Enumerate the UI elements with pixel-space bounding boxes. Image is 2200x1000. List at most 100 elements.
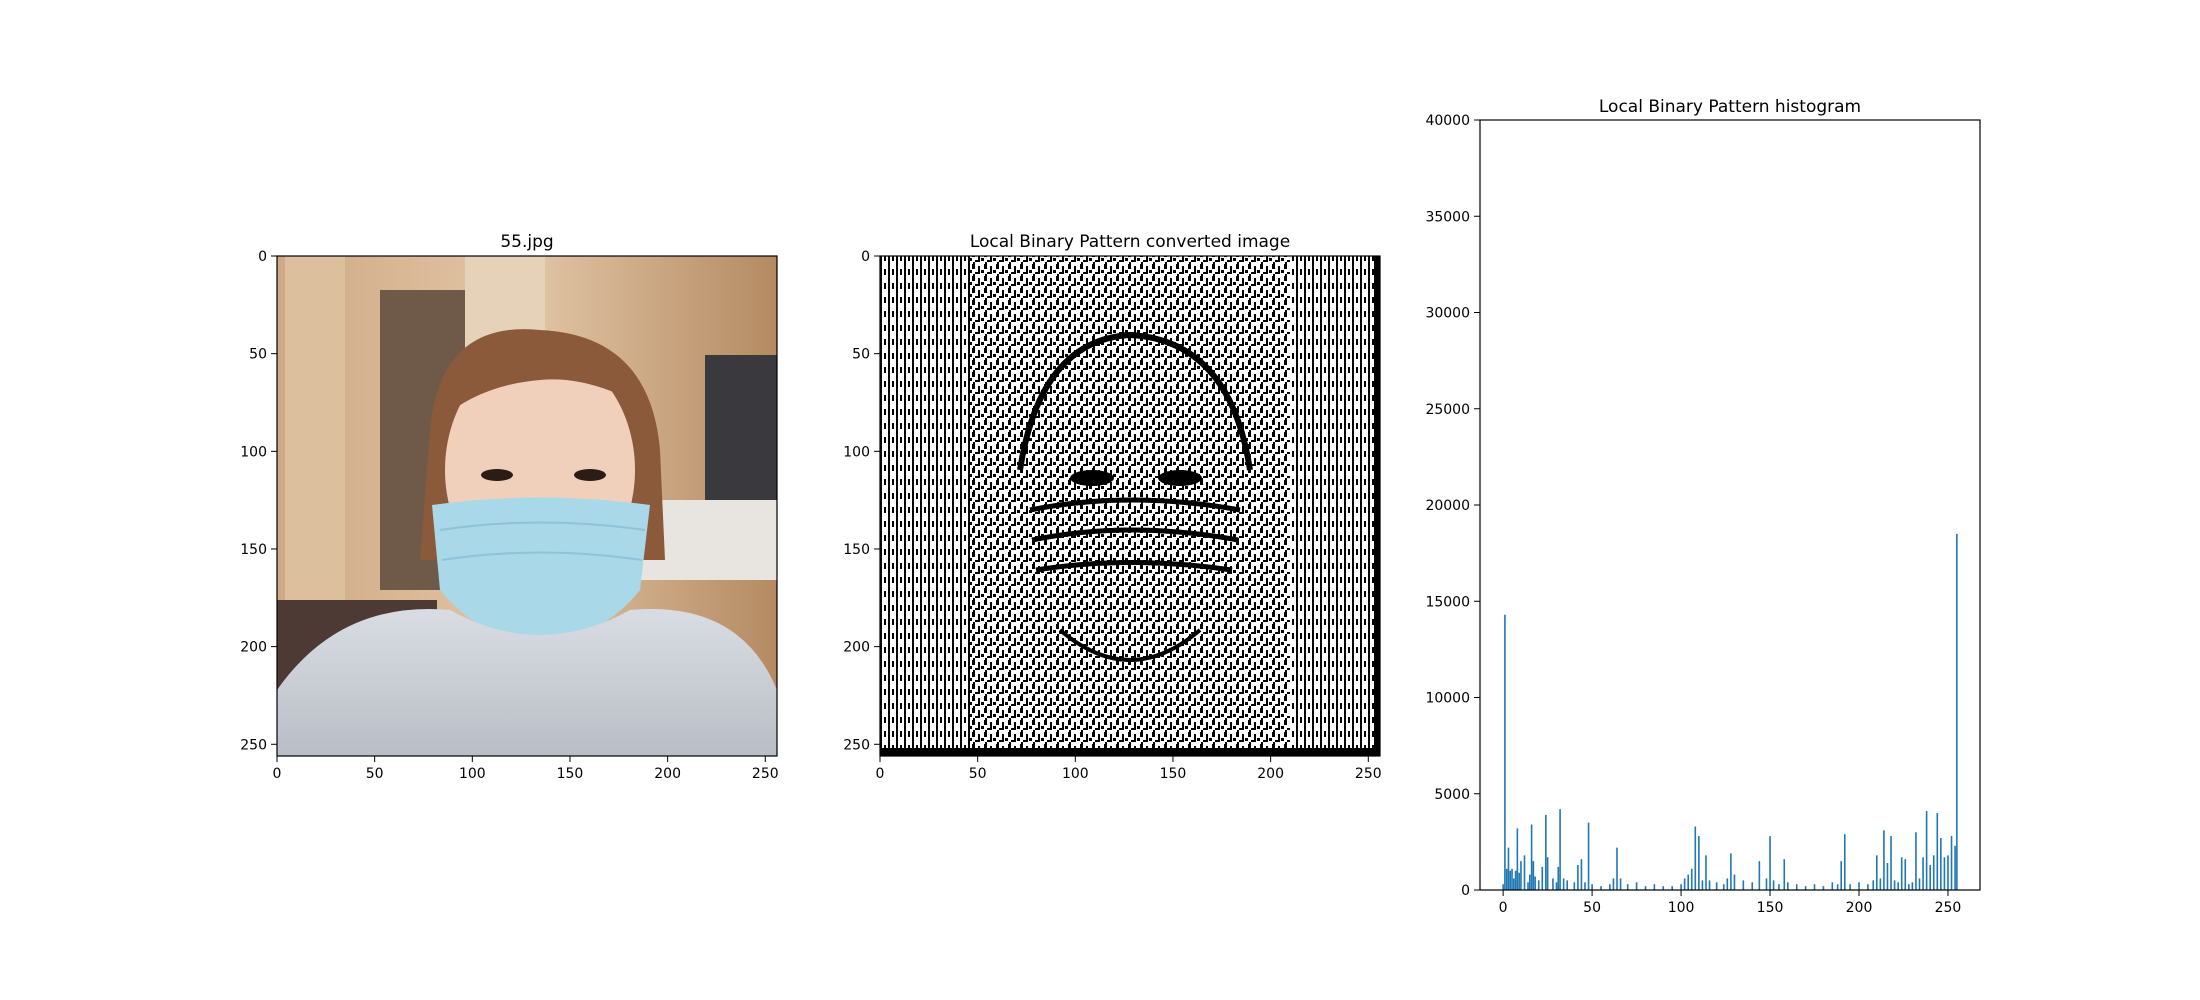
lbp-image-y-tick-label: 0	[861, 249, 870, 265]
lbp-image-y-tick: 250	[843, 737, 880, 753]
histogram-bar	[1514, 870, 1517, 890]
photo-y-ticks: 0 50 100 150 200 250	[240, 249, 277, 753]
histogram-y-tick: 5000	[1434, 787, 1480, 803]
histogram-bar	[1795, 884, 1798, 890]
histogram-bar	[1705, 855, 1707, 890]
histogram-bar	[1507, 847, 1510, 890]
lbp-image-y-tick: 0	[861, 249, 880, 265]
histogram-bar	[1513, 878, 1515, 890]
histogram-bar	[1545, 814, 1547, 890]
histogram-y-tick: 35000	[1425, 209, 1480, 225]
histogram-bar	[1562, 878, 1565, 890]
panel-lbp-image: Local Binary Pattern converted image 0 50…	[843, 232, 1381, 782]
histogram-y-tick-label: 5000	[1434, 787, 1470, 803]
lbp-image-y-tick: 150	[843, 542, 880, 558]
histogram-y-tick: 30000	[1425, 306, 1480, 322]
histogram-bar	[1950, 836, 1953, 890]
histogram-bar	[1918, 878, 1921, 890]
histogram-y-tick: 10000	[1425, 691, 1480, 707]
lbp-image-y-tick-label: 150	[843, 542, 870, 558]
photo-y-tick-label: 250	[240, 737, 267, 753]
lbp-image-x-tick: 100	[1062, 756, 1089, 782]
histogram-bar	[1831, 882, 1834, 890]
photo-y-tick: 150	[240, 542, 277, 558]
lbp-image-x-tick-label: 0	[876, 766, 885, 782]
histogram-bar	[1932, 855, 1935, 890]
histogram-bar	[1504, 614, 1506, 890]
histogram-y-tick-label: 10000	[1425, 691, 1470, 707]
histogram-bar	[1698, 836, 1700, 890]
photo-x-tick-label: 150	[557, 766, 584, 782]
histogram-bar	[1925, 811, 1928, 890]
histogram-bar	[1532, 861, 1535, 890]
histogram-bar	[1555, 882, 1558, 890]
photo-x-tick-label: 0	[273, 766, 282, 782]
histogram-y-tick: 15000	[1425, 594, 1480, 610]
histogram-x-tick-label: 200	[1846, 900, 1873, 916]
histogram-bar	[1644, 886, 1647, 890]
histogram-bar	[1557, 866, 1560, 890]
histogram-y-tick-label: 40000	[1425, 113, 1470, 129]
photo-y-tick: 50	[249, 347, 277, 363]
histogram-bar	[1804, 886, 1807, 890]
lbp-image-x-tick-label: 200	[1257, 766, 1284, 782]
histogram-bar	[1783, 859, 1786, 890]
histogram-bar	[1893, 880, 1896, 890]
photo-y-tick: 100	[240, 444, 277, 460]
histogram-bars	[1502, 533, 1958, 890]
histogram-bar	[1875, 855, 1878, 890]
histogram-bar	[1879, 878, 1882, 890]
photo-image	[277, 256, 777, 756]
photo-y-tick-label: 200	[240, 640, 267, 656]
histogram-bar	[1573, 882, 1576, 890]
lbp-image-y-tick-label: 250	[843, 737, 870, 753]
photo-y-tick-label: 100	[240, 444, 267, 460]
histogram-y-tick-label: 35000	[1425, 209, 1470, 225]
photo-y-tick-label: 0	[258, 249, 267, 265]
panel-photo: 55.jpg 0 50 100 150 200 250 0 50 100 150 200 250	[240, 232, 778, 782]
lbp-image-y-tick-label: 100	[843, 444, 870, 460]
histogram-bar	[1577, 864, 1579, 890]
histogram-y-tick-label: 15000	[1425, 594, 1470, 610]
histogram-bar	[1758, 861, 1761, 890]
histogram-title: Local Binary Pattern histogram	[1599, 97, 1861, 117]
histogram-bar	[1612, 878, 1615, 890]
histogram-bar	[1722, 884, 1725, 890]
histogram-x-tick: 200	[1846, 890, 1873, 916]
histogram-bar	[1915, 832, 1917, 890]
histogram-bar	[1929, 864, 1931, 890]
histogram-bar	[1635, 882, 1638, 890]
histogram-x-tick: 50	[1583, 890, 1601, 916]
histogram-x-tick: 0	[1499, 890, 1508, 916]
histogram-bar	[1849, 884, 1851, 890]
histogram-bar	[1559, 809, 1561, 890]
histogram-bar	[1523, 855, 1526, 890]
histogram-bar	[1505, 868, 1508, 890]
photo-y-tick-label: 150	[240, 542, 267, 558]
histogram-bar	[1886, 863, 1889, 890]
lbp-image-x-tick: 50	[969, 756, 987, 782]
lbp-image-x-tick: 250	[1355, 756, 1382, 782]
lbp-image-y-tick-label: 50	[852, 347, 870, 363]
histogram-x-tick-label: 50	[1583, 900, 1601, 916]
histogram-bar	[1616, 847, 1618, 890]
histogram-bar	[1822, 886, 1825, 890]
histogram-bar	[1537, 880, 1540, 890]
histogram-x-tick: 100	[1668, 890, 1694, 916]
lbp-image-y-tick: 200	[843, 640, 880, 656]
histogram-bar	[1518, 872, 1520, 890]
histogram-bar	[1843, 834, 1846, 890]
histogram-bar	[1566, 880, 1568, 890]
photo-x-tick-label: 200	[654, 766, 681, 782]
histogram-bar	[1936, 813, 1939, 890]
histogram-x-tick-label: 150	[1757, 900, 1784, 916]
histogram-bar	[1546, 857, 1549, 890]
photo-x-tick-label: 50	[366, 766, 384, 782]
histogram-bar	[1787, 882, 1789, 890]
lbp-image-x-ticks: 0 50 100 150 200 250	[876, 756, 1382, 782]
histogram-bar	[1511, 868, 1513, 890]
photo-y-tick-label: 50	[249, 347, 267, 363]
histogram-y-ticks: 0 5000 10000 15000 20000 25000 30000 35000 40000	[1425, 113, 1480, 899]
lbp-image-y-tick: 50	[852, 347, 880, 363]
